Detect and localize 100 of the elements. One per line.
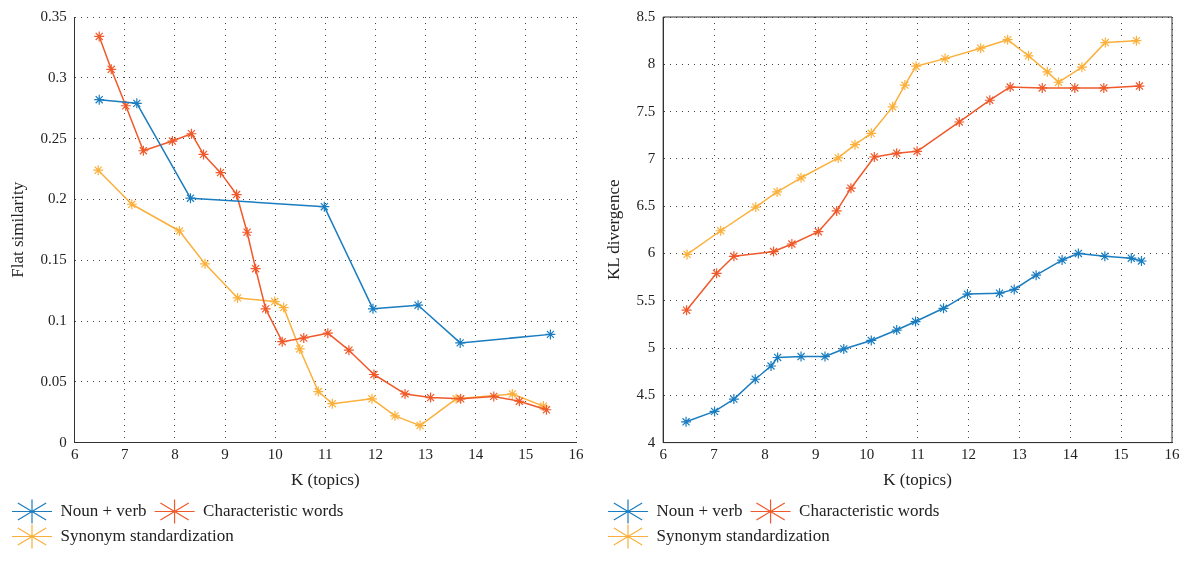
point — [1056, 254, 1068, 266]
y-tick-label: 6.5 — [636, 197, 656, 214]
point — [975, 42, 987, 54]
point — [454, 337, 466, 349]
point — [911, 145, 923, 157]
point — [728, 393, 740, 405]
legend-label: Noun + verb — [656, 500, 743, 520]
point — [389, 410, 401, 422]
legend-label: Synonym standardization — [656, 525, 831, 545]
point — [909, 315, 922, 328]
point — [795, 172, 807, 184]
legend-label: Synonym standardization — [60, 525, 235, 545]
x-tick-label: 12 — [367, 445, 383, 462]
point — [1002, 34, 1014, 46]
x-tick-label: 16 — [568, 445, 584, 462]
x-tick-label: 15 — [518, 445, 534, 462]
y-tick-label: 4.5 — [636, 386, 656, 403]
y-tick-label: 5 — [647, 338, 656, 355]
point — [819, 350, 831, 363]
y-tick-label: 0.25 — [40, 129, 67, 146]
point — [1008, 283, 1020, 295]
y-tick-label: 0.1 — [47, 311, 67, 328]
point — [260, 303, 272, 315]
y-tick-label: 4 — [647, 433, 656, 450]
legend-label: Characteristic words — [799, 500, 940, 520]
x-tick-label: 9 — [221, 445, 229, 462]
x-axis-title: K (topics) — [291, 470, 360, 490]
x-tick-label: 16 — [1164, 445, 1180, 462]
point — [199, 258, 211, 270]
x-tick-label: 14 — [1062, 445, 1079, 462]
point — [865, 127, 877, 139]
point — [1069, 82, 1081, 94]
x-tick-label: 8 — [171, 445, 179, 462]
point — [544, 328, 557, 340]
y-tick-label: 0.3 — [47, 68, 67, 85]
point — [105, 63, 117, 75]
y-tick-label: 7 — [647, 149, 656, 166]
point — [93, 30, 105, 43]
point — [513, 395, 525, 407]
x-tick-label: 11 — [910, 445, 925, 462]
point — [832, 152, 844, 164]
point — [845, 182, 857, 194]
point — [318, 201, 330, 213]
point — [1076, 61, 1088, 73]
point — [173, 225, 186, 237]
x-tick-label: 8 — [761, 445, 769, 462]
point — [294, 343, 306, 355]
point — [250, 263, 262, 275]
point — [241, 226, 253, 238]
point — [1135, 255, 1148, 267]
point — [1022, 50, 1035, 62]
point — [887, 101, 899, 113]
point — [993, 287, 1006, 299]
y-tick-label: 8.5 — [636, 7, 656, 24]
point — [366, 393, 378, 405]
point — [681, 248, 693, 260]
point — [185, 128, 198, 140]
point — [368, 368, 380, 381]
point — [425, 392, 437, 404]
x-tick-label: 13 — [1011, 445, 1027, 462]
legend-label: Characteristic words — [203, 500, 344, 520]
y-axis-title: KL divergence — [603, 179, 623, 281]
point — [326, 398, 338, 410]
y-tick-label: 8 — [647, 55, 656, 72]
point — [715, 225, 727, 237]
y-tick-label: 5.5 — [636, 291, 656, 308]
point — [131, 97, 143, 109]
x-tick-label: 7 — [121, 445, 130, 462]
point — [812, 226, 824, 238]
point — [312, 385, 324, 398]
point — [680, 416, 692, 428]
point — [868, 151, 880, 163]
point — [298, 332, 310, 344]
point — [231, 292, 244, 304]
point — [1133, 80, 1146, 92]
point — [765, 360, 777, 372]
point — [838, 343, 850, 355]
x-tick-label: 14 — [468, 445, 484, 462]
point — [1130, 35, 1142, 47]
point — [1125, 252, 1137, 264]
point — [961, 288, 974, 300]
x-tick-label: 13 — [418, 445, 434, 462]
point — [488, 390, 500, 402]
y-tick-label: 6 — [647, 244, 656, 261]
x-tick-label: 6 — [70, 445, 79, 462]
point — [849, 139, 861, 151]
point — [506, 388, 518, 400]
point — [891, 147, 903, 159]
point — [771, 186, 783, 198]
point — [786, 238, 798, 250]
point — [197, 148, 210, 161]
point — [728, 250, 740, 262]
point — [278, 302, 290, 314]
point — [891, 324, 903, 336]
point — [399, 388, 411, 400]
x-tick-label: 10 — [267, 445, 283, 462]
point — [1004, 81, 1016, 93]
point — [230, 188, 243, 201]
y-tick-label: 0 — [59, 433, 67, 450]
point — [412, 299, 424, 311]
